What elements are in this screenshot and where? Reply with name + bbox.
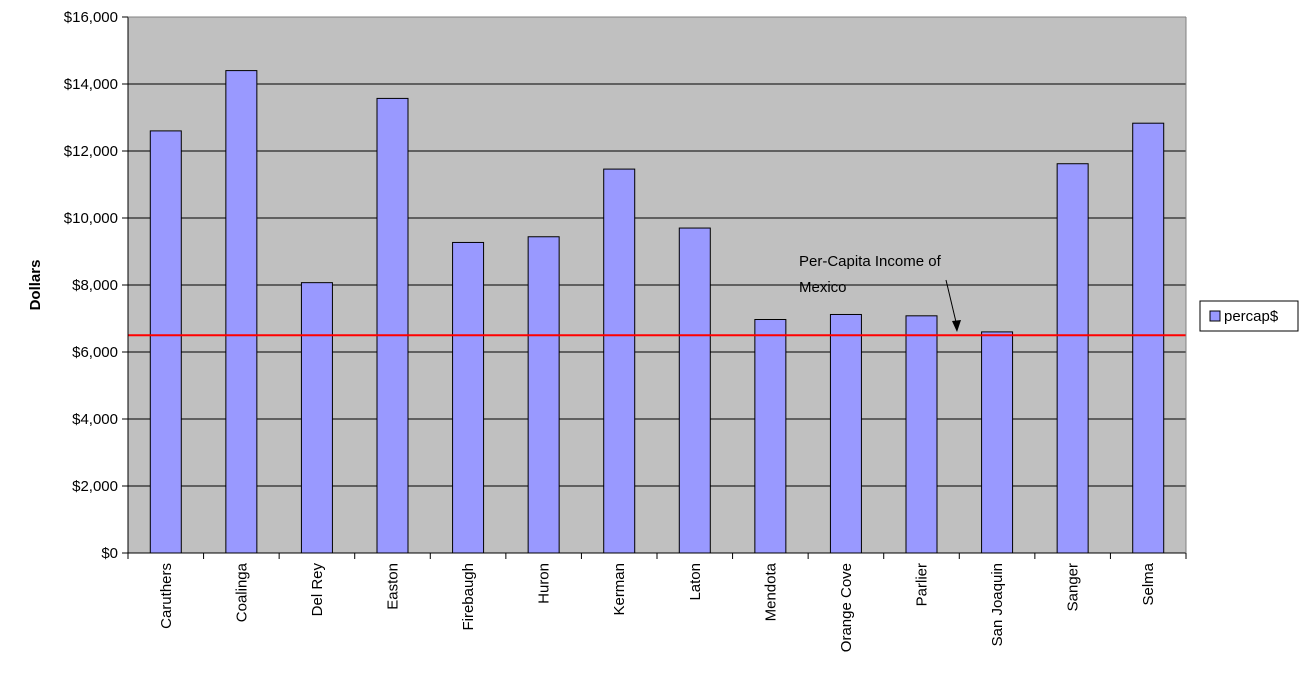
y-tick-label: $6,000 xyxy=(72,344,118,361)
y-tick-label: $4,000 xyxy=(72,411,118,428)
bar xyxy=(905,315,938,554)
y-tick-label: $14,000 xyxy=(64,76,118,93)
annotation-line-2: Mexico xyxy=(799,279,847,296)
annotation-line-1: Per-Capita Income of xyxy=(799,253,942,270)
axes xyxy=(127,16,1187,559)
bar xyxy=(678,227,711,554)
bar xyxy=(225,70,258,554)
bar xyxy=(1056,163,1089,554)
y-tick-label: $16,000 xyxy=(64,9,118,26)
bar xyxy=(603,168,636,554)
category-label: Coalinga xyxy=(233,562,250,622)
category-label: Caruthers xyxy=(158,563,175,629)
y-tick-label: $2,000 xyxy=(72,478,118,495)
bar xyxy=(149,130,182,554)
category-label: Del Rey xyxy=(309,563,326,617)
bars xyxy=(149,70,1165,554)
legend: percap$ xyxy=(1199,300,1299,332)
bar xyxy=(452,241,485,554)
category-label: Laton xyxy=(687,563,704,601)
category-label: Sanger xyxy=(1065,563,1082,611)
category-label: Firebaugh xyxy=(460,563,477,631)
category-label: Mendota xyxy=(762,562,779,621)
category-label: Selma xyxy=(1140,562,1157,605)
y-tick-label: $12,000 xyxy=(64,143,118,160)
category-label: Kerman xyxy=(611,563,628,616)
legend-label: percap$ xyxy=(1224,308,1279,325)
annotation-arrow xyxy=(945,279,957,323)
bar xyxy=(1132,122,1165,554)
bar xyxy=(981,331,1014,554)
category-label: Huron xyxy=(536,563,553,604)
category-label: Easton xyxy=(385,563,402,610)
y-tick-label: $8,000 xyxy=(72,277,118,294)
category-label: Orange Cove xyxy=(838,563,855,652)
bar xyxy=(829,313,862,554)
annotation: Per-Capita Income of Mexico xyxy=(799,253,961,332)
bar xyxy=(376,97,409,554)
bar xyxy=(300,282,333,554)
legend-swatch xyxy=(1209,310,1221,322)
y-tick-label: $0 xyxy=(101,545,118,562)
annotation-arrowhead xyxy=(952,320,961,332)
category-labels: Caruthers Coalinga Del Rey Easton Firebaugh H… xyxy=(158,562,1157,652)
y-axis-title: Dollars xyxy=(27,260,44,311)
y-tick-labels: $0 $2,000 $4,000 $6,000 $8,000 $10,000 $12,000… xyxy=(64,9,118,562)
bar xyxy=(527,236,560,554)
category-label: San Joaquin xyxy=(989,563,1006,646)
category-label: Parlier xyxy=(914,563,931,606)
y-tick-label: $10,000 xyxy=(64,210,118,227)
bar xyxy=(754,319,787,554)
